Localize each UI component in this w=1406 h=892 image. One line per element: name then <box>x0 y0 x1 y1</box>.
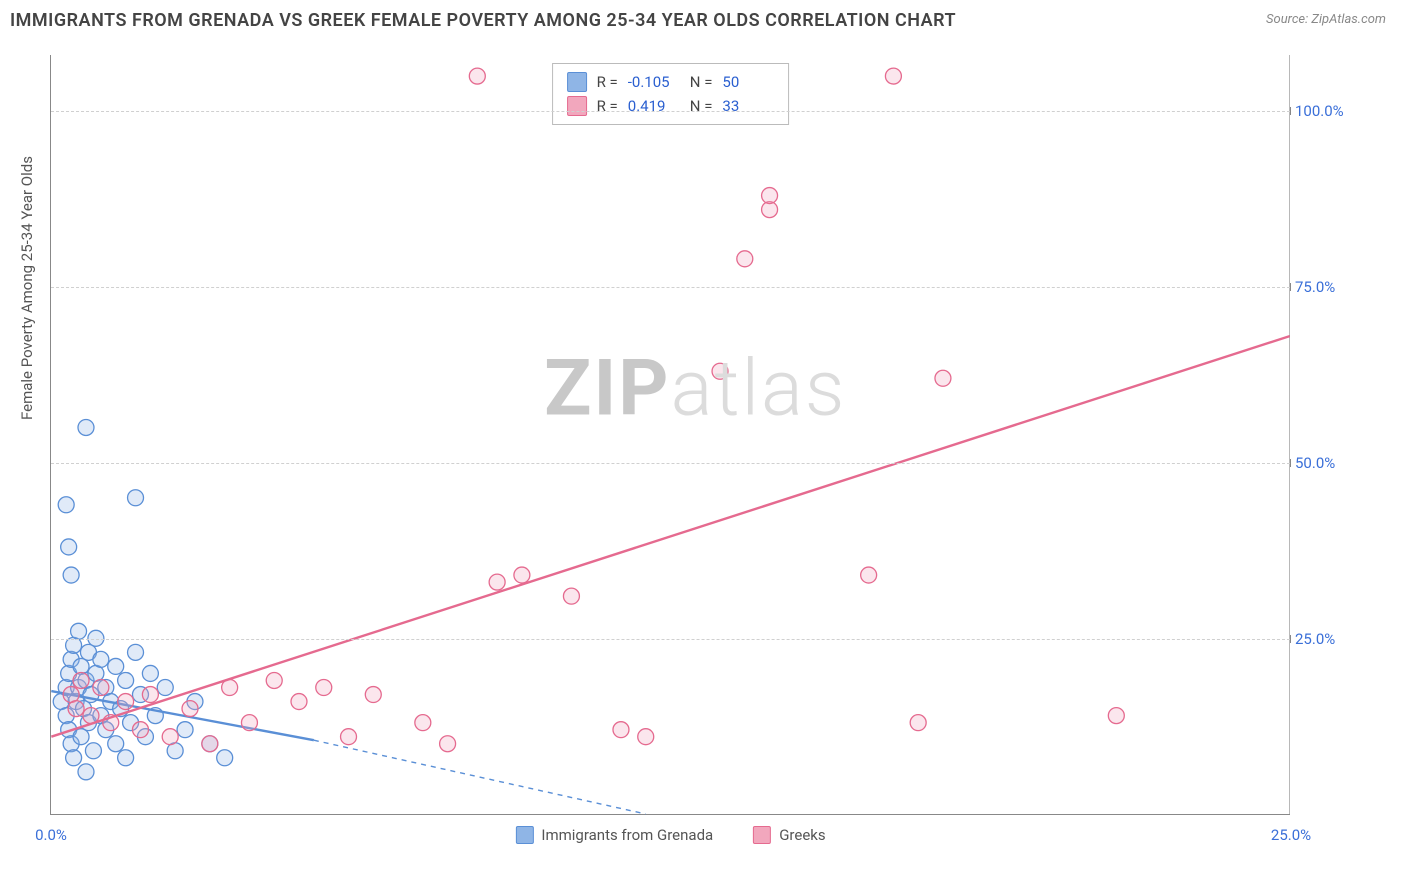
scatter-point-greeks <box>68 701 84 717</box>
scatter-point-greeks <box>514 567 530 583</box>
correlation-stat-box: R = -0.105 N = 50 R = 0.419 N = 33 <box>552 63 790 125</box>
stat-n-label: N = <box>690 73 713 91</box>
y-tick-label: 75.0% <box>1295 278 1350 296</box>
trend-line-greeks <box>51 336 1289 737</box>
grid-line-horizontal <box>51 111 1290 112</box>
grid-line-horizontal <box>51 287 1290 288</box>
stat-r-label: R = <box>597 73 618 91</box>
chart-title: IMMIGRANTS FROM GRENADA VS GREEK FEMALE … <box>10 10 956 31</box>
scatter-point-greeks <box>563 588 579 604</box>
scatter-point-grenada <box>78 419 94 435</box>
scatter-point-grenada <box>58 497 74 513</box>
scatter-point-grenada <box>71 623 87 639</box>
scatter-point-greeks <box>613 722 629 738</box>
stat-swatch <box>567 72 587 92</box>
x-tick-label: 0.0% <box>35 826 67 844</box>
scatter-point-greeks <box>712 363 728 379</box>
stat-r-value: 0.419 <box>628 97 680 115</box>
stat-r-label: R = <box>597 97 618 115</box>
chart-svg <box>51 55 1290 814</box>
scatter-point-grenada <box>108 658 124 674</box>
scatter-point-greeks <box>638 729 654 745</box>
scatter-point-greeks <box>73 672 89 688</box>
grid-line-horizontal <box>51 463 1290 464</box>
trend-line-ext-grenada <box>314 740 646 814</box>
stat-swatch <box>567 96 587 116</box>
x-tick-label: 25.0% <box>1271 826 1311 844</box>
scatter-point-greeks <box>489 574 505 590</box>
scatter-plot-area: ZIPatlas R =-0.105N =50R =0.419N =33 Imm… <box>50 55 1290 815</box>
scatter-point-grenada <box>157 680 173 696</box>
grid-line-horizontal <box>51 639 1290 640</box>
scatter-point-grenada <box>142 665 158 681</box>
scatter-point-grenada <box>63 567 79 583</box>
scatter-point-greeks <box>241 715 257 731</box>
scatter-point-greeks <box>440 736 456 752</box>
scatter-point-grenada <box>118 672 134 688</box>
scatter-point-greeks <box>762 188 778 204</box>
legend-item: Immigrants from Grenada <box>515 826 713 844</box>
scatter-point-grenada <box>61 539 77 555</box>
scatter-point-greeks <box>132 722 148 738</box>
stat-row: R = 0.419 N = 33 <box>567 94 775 118</box>
scatter-point-greeks <box>910 715 926 731</box>
scatter-point-greeks <box>266 672 282 688</box>
scatter-point-grenada <box>85 743 101 759</box>
scatter-point-greeks <box>202 736 218 752</box>
legend-label: Immigrants from Grenada <box>541 826 713 844</box>
scatter-point-greeks <box>182 701 198 717</box>
y-tick-label: 100.0% <box>1295 102 1350 120</box>
scatter-point-greeks <box>415 715 431 731</box>
legend-swatch <box>753 826 771 844</box>
scatter-point-greeks <box>93 680 109 696</box>
scatter-point-greeks <box>861 567 877 583</box>
stat-n-value: 33 <box>722 97 774 115</box>
scatter-point-greeks <box>316 680 332 696</box>
y-tick-label: 25.0% <box>1295 630 1350 648</box>
scatter-point-grenada <box>177 722 193 738</box>
scatter-point-greeks <box>737 251 753 267</box>
stat-n-label: N = <box>690 97 713 115</box>
scatter-point-grenada <box>128 490 144 506</box>
stat-r-value: -0.105 <box>628 73 680 91</box>
scatter-point-grenada <box>108 736 124 752</box>
scatter-point-greeks <box>365 687 381 703</box>
y-tick-label: 50.0% <box>1295 454 1350 472</box>
scatter-point-greeks <box>341 729 357 745</box>
scatter-point-greeks <box>291 694 307 710</box>
scatter-point-grenada <box>217 750 233 766</box>
scatter-point-grenada <box>118 750 134 766</box>
source-attribution: Source: ZipAtlas.com <box>1266 12 1386 27</box>
scatter-point-greeks <box>1108 708 1124 724</box>
y-axis-title: Female Poverty Among 25-34 Year Olds <box>18 156 36 420</box>
scatter-point-grenada <box>93 651 109 667</box>
bottom-legend: Immigrants from Grenada Greeks <box>515 826 825 844</box>
scatter-point-greeks <box>118 694 134 710</box>
legend-label: Greeks <box>779 826 825 844</box>
scatter-point-grenada <box>128 644 144 660</box>
scatter-point-greeks <box>162 729 178 745</box>
stat-row: R = -0.105 N = 50 <box>567 70 775 94</box>
scatter-point-grenada <box>66 750 82 766</box>
stat-n-value: 50 <box>722 73 774 91</box>
scatter-point-grenada <box>73 729 89 745</box>
legend-swatch <box>515 826 533 844</box>
scatter-point-grenada <box>78 764 94 780</box>
scatter-point-greeks <box>142 687 158 703</box>
scatter-point-greeks <box>935 370 951 386</box>
scatter-point-greeks <box>885 68 901 84</box>
scatter-point-greeks <box>469 68 485 84</box>
legend-item: Greeks <box>753 826 825 844</box>
